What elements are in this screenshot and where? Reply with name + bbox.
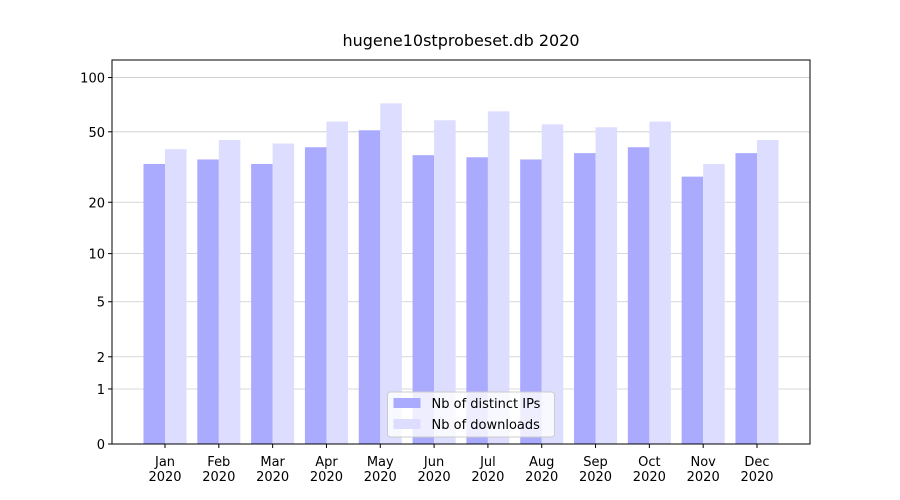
x-tick-label: Nov 2020 [687,455,720,485]
y-tick-label: 50 [88,126,105,141]
bar [595,127,618,444]
y-tick-label: 5 [97,296,105,311]
bars [143,103,779,444]
bar [165,149,187,444]
bar [487,111,510,444]
bar [703,164,725,444]
y-tick-label: 10 [88,248,105,263]
y-tick-label: 20 [88,196,105,211]
bar [649,121,671,444]
chart-title: hugene10stprobeset.db 2020 [342,31,579,50]
x-tick-label: Jan 2020 [148,455,181,485]
x-tick-label: Dec 2020 [740,455,773,485]
legend-swatch [393,398,421,408]
legend-swatch [393,419,421,429]
bar [520,159,542,444]
bar [304,147,327,444]
bar [251,164,273,444]
legend: Nb of distinct IPs Nb of downloads [387,391,555,438]
bar [326,121,348,444]
bar [143,164,166,444]
legend-box [387,391,555,438]
bar [380,103,402,444]
x-tick-label: Jul 2020 [471,455,504,485]
x-tick-label: Sep 2020 [579,455,612,485]
plot-frame [111,59,811,445]
bar [574,153,596,444]
bar [541,124,564,444]
bar [218,140,241,444]
x-tick-label: Feb 2020 [202,455,235,485]
y-tick-label: 1 [97,383,105,398]
axes: 0 1 2 5 10 20 50 100 Jan 2020 Feb 2020 Mar 2020 Apr 202… [80,59,811,485]
x-tick-label: Mar 2020 [256,455,289,485]
bar [412,155,435,444]
y-tick-label: 0 [97,438,105,453]
legend-label: Nb of downloads [432,418,541,433]
bar [681,176,704,444]
x-tick-label: Oct 2020 [633,455,666,485]
x-tick-label: May 2020 [364,455,397,485]
x-tick-label: Aug 2020 [525,455,558,485]
bar [627,147,650,444]
x-tick-label: Apr 2020 [310,455,343,485]
legend-label: Nb of distinct IPs [432,397,541,412]
bar [434,120,456,444]
x-tick-label: Jun 2020 [418,455,451,485]
y-tick-label: 100 [80,72,105,87]
bar [735,153,757,444]
y-tick-label: 2 [97,351,105,366]
bar [466,157,488,444]
bar [358,130,381,444]
bar [756,140,779,444]
bar [272,143,295,444]
bar [197,159,219,444]
